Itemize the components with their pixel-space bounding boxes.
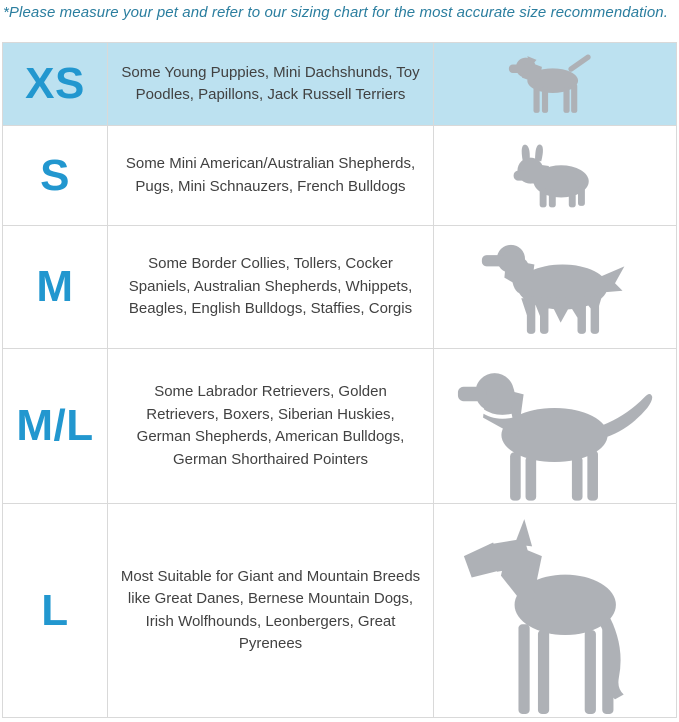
- breed-description-l: Most Suitable for Giant and Mountain Bre…: [120, 567, 421, 653]
- dog-illustration-cell: [434, 43, 676, 125]
- labrador-retriever-icon: [457, 373, 653, 501]
- sizing-note: *Please measure your pet and refer to ou…: [3, 4, 669, 21]
- cocker-spaniel-icon: [481, 244, 625, 334]
- breed-description-m: Some Border Collies, Tollers, Cocker Spa…: [128, 255, 413, 318]
- size-row-xs: XS Some Young Puppies, Mini Dachshunds, …: [3, 43, 676, 125]
- size-row-l: L Most Suitable for Giant and Mountain B…: [3, 503, 676, 717]
- size-label-l: L: [3, 504, 108, 717]
- dog-illustration-cell: [434, 226, 676, 348]
- breed-description-xs: Some Young Puppies, Mini Dachshunds, Toy…: [121, 63, 420, 104]
- dog-illustration-cell: [434, 349, 676, 503]
- size-row-s: S Some Mini American/Australian Shepherd…: [3, 125, 676, 225]
- breed-description-cell: Most Suitable for Giant and Mountain Bre…: [108, 504, 434, 717]
- dog-illustration-cell: [434, 126, 676, 225]
- size-label-s: S: [3, 126, 108, 225]
- breed-description-cell: Some Young Puppies, Mini Dachshunds, Toy…: [108, 43, 434, 125]
- small-terrier-icon: [508, 54, 591, 113]
- size-label-xs: XS: [3, 43, 108, 125]
- dog-illustration-cell: [434, 504, 676, 717]
- size-row-m: M Some Border Collies, Tollers, Cocker S…: [3, 225, 676, 348]
- size-label-m: M: [3, 226, 108, 348]
- breed-description-ml: Some Labrador Retrievers, Golden Retriev…: [136, 383, 405, 468]
- size-label-ml: M/L: [3, 349, 108, 503]
- french-bulldog-icon: [513, 143, 589, 207]
- great-dane-icon: [463, 519, 624, 714]
- breed-description-cell: Some Labrador Retrievers, Golden Retriev…: [108, 349, 434, 503]
- sizing-chart-table: XS Some Young Puppies, Mini Dachshunds, …: [2, 42, 677, 718]
- size-row-ml: M/L Some Labrador Retrievers, Golden Ret…: [3, 348, 676, 503]
- breed-description-s: Some Mini American/Australian Shepherds,…: [125, 155, 416, 195]
- breed-description-cell: Some Mini American/Australian Shepherds,…: [108, 126, 434, 225]
- breed-description-cell: Some Border Collies, Tollers, Cocker Spa…: [108, 226, 434, 348]
